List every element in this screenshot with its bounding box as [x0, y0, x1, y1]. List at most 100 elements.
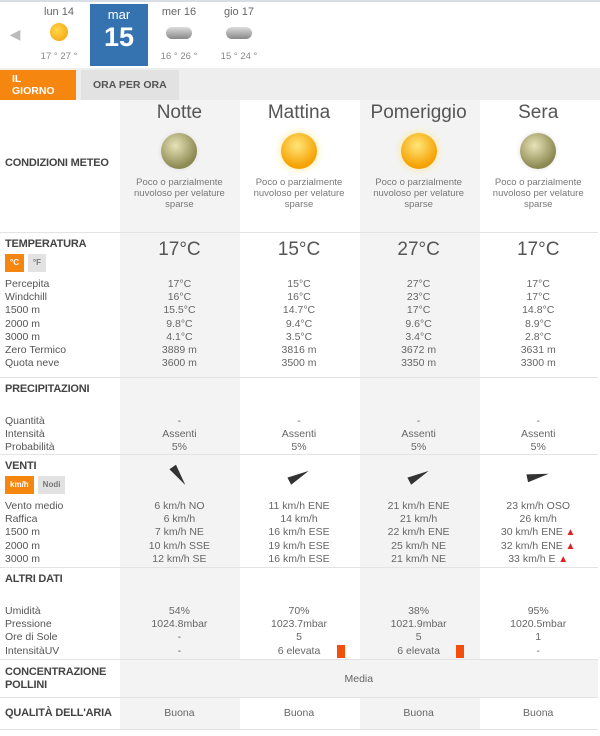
tab-il-giorno[interactable]: IL GIORNO: [0, 70, 76, 100]
value-cell: 54%: [120, 605, 240, 618]
moon-veiled-icon: [161, 133, 198, 170]
value-cell: 6 km/h: [120, 513, 240, 526]
section-label-cell: PRECIPITAZIONI Quantità Intensità Probabili…: [0, 378, 120, 454]
rain-cloud-icon: [166, 27, 192, 39]
column-shade: [120, 100, 240, 730]
day-3[interactable]: gio 17 15 ° 24 °: [210, 2, 268, 66]
row-label: 3000 m: [5, 330, 41, 343]
value-text: 16 km/h ESE: [268, 526, 330, 539]
value-text: Assenti: [281, 428, 317, 441]
value-text: -: [297, 415, 301, 427]
value-text: 23°C: [406, 291, 431, 304]
value-text: 5%: [291, 441, 307, 454]
unit-button[interactable]: °F: [27, 254, 47, 272]
day-name: lun 14: [44, 6, 74, 18]
period-name: Notte: [156, 102, 203, 123]
day-number: 15: [103, 22, 135, 52]
section-aria: QUALITÀ DELL'ARIA Buona Buona Buona Buona: [0, 698, 598, 730]
value-text: 95%: [527, 605, 549, 617]
day-1[interactable]: mar 15: [90, 4, 148, 66]
spacer: [359, 378, 479, 415]
value-cell: 38%: [359, 605, 479, 618]
storm-cloud-icon: [226, 27, 252, 39]
value-cell: 9.4°C: [239, 318, 359, 331]
value-text: -: [536, 644, 540, 657]
air-quality-value: Buona: [403, 706, 434, 719]
value-text: 22 km/h ENE: [387, 526, 450, 539]
value-cell: 6 km/h NO: [120, 500, 240, 513]
value-cell: -: [120, 631, 240, 644]
spacer: [120, 378, 240, 415]
value-column: 70% 1023.7mbar 5 6 elevata: [239, 568, 359, 659]
day-selector: ◀ lun 14 17 ° 27 ° mar 15 mer 16 16 ° 26 ° gio…: [0, 2, 270, 66]
value-text: 27°C: [406, 278, 431, 290]
row-label: 1500 m: [5, 304, 41, 317]
values: 23 km/h OSO 26 km/h 30 km/h ENE ▲ 32 km/h E…: [478, 500, 598, 566]
value-cell: 3672 m: [359, 344, 479, 357]
value-text: 9.8°C: [166, 317, 193, 330]
value-cell: 25 km/h NE: [359, 540, 479, 553]
value-text: 5: [296, 631, 302, 644]
row-label: Zero Termico: [5, 344, 67, 357]
value-cell: 3.5°C: [239, 331, 359, 344]
value-cell: 5%: [239, 441, 359, 454]
value-text: 9.4°C: [285, 317, 313, 330]
value-text: 25 km/h NE: [391, 539, 447, 552]
value-cell: 16°C: [120, 291, 240, 304]
value-cell: 70%: [239, 605, 359, 618]
day-name: gio 17: [224, 6, 254, 18]
day-temps: 17 ° 27 °: [40, 51, 78, 62]
value-cell: 1: [478, 631, 598, 644]
section-prec: PRECIPITAZIONI Quantità Intensità Probabili…: [0, 378, 598, 455]
unit-button[interactable]: Nodi: [37, 476, 66, 494]
value-cell: Assenti: [120, 428, 240, 441]
prev-day-arrow-icon[interactable]: ◀: [9, 25, 21, 42]
day-0[interactable]: lun 14 17 ° 27 °: [30, 2, 88, 66]
values: 70% 1023.7mbar 5 6 elevata: [239, 605, 359, 658]
value-text: 3600 m: [161, 357, 197, 370]
value-text: 38%: [408, 605, 430, 617]
value-text: -: [177, 644, 182, 657]
value-cell: Assenti: [478, 428, 598, 441]
section-altri: ALTRI DATI Umidità Pressione Ore di Sole Int…: [0, 568, 598, 660]
value-cell: 3.4°C: [359, 331, 479, 344]
value-cell: 4.1°C: [120, 331, 240, 344]
value-cell: 3500 m: [239, 357, 359, 370]
value-cell: 30 km/h ENE ▲: [478, 526, 598, 539]
row-label: 3000 m: [5, 552, 41, 565]
value-column: - Assenti 5%: [359, 378, 479, 454]
value-column: 21 km/h ENE 21 km/h 22 km/h ENE 25 km/h NE 2…: [359, 455, 479, 567]
row-labels: Percepita Windchill 1500 m 2000 m 3000 m Zero…: [5, 278, 66, 370]
row-label: Ore di Sole: [5, 631, 58, 644]
value-cell: 2.8°C: [478, 331, 598, 344]
value-text: 21 km/h ENE: [387, 500, 450, 512]
row-label: Umidità: [5, 605, 41, 617]
values: 21 km/h ENE 21 km/h 22 km/h ENE 25 km/h NE 2…: [359, 500, 479, 566]
tab-ora-per-ora[interactable]: ORA PER ORA: [81, 70, 179, 100]
value-cell: 3600 m: [120, 357, 240, 370]
value-column: 11 km/h ENE 14 km/h 16 km/h ESE 19 km/h ESE…: [239, 455, 359, 567]
value-text: 19 km/h ESE: [268, 539, 330, 552]
value-cell: 22 km/h ENE: [359, 526, 479, 539]
row-label: Pressione: [5, 618, 52, 631]
value-column: 27°C 27°C 23°C 17°C 9.6°C 3.4°C 3672 m 3350 m: [359, 233, 479, 377]
value-text: 14.8°C: [522, 304, 555, 317]
value-text: 16°C: [287, 291, 311, 304]
value-text: -: [177, 415, 182, 427]
values: 54% 1024.8mbar - -: [120, 605, 240, 658]
section-label-cell: QUALITÀ DELL'ARIA: [0, 707, 120, 720]
section-title: TEMPERATURA: [5, 238, 87, 250]
sun-veiled-icon: [281, 133, 318, 170]
row-label: 2000 m: [5, 317, 41, 330]
wind-arrow-icon: [169, 464, 190, 488]
day-2[interactable]: mer 16 16 ° 26 °: [150, 2, 208, 66]
value-text: -: [536, 415, 540, 427]
value-cell: 3300 m: [478, 357, 598, 370]
value-text: Assenti: [401, 428, 436, 441]
unit-button[interactable]: °C: [5, 254, 24, 272]
value-cell: -: [120, 645, 240, 658]
value-text: 6 km/h: [163, 513, 196, 526]
unit-button[interactable]: km/h: [5, 476, 34, 494]
value-cell: -: [359, 415, 479, 428]
